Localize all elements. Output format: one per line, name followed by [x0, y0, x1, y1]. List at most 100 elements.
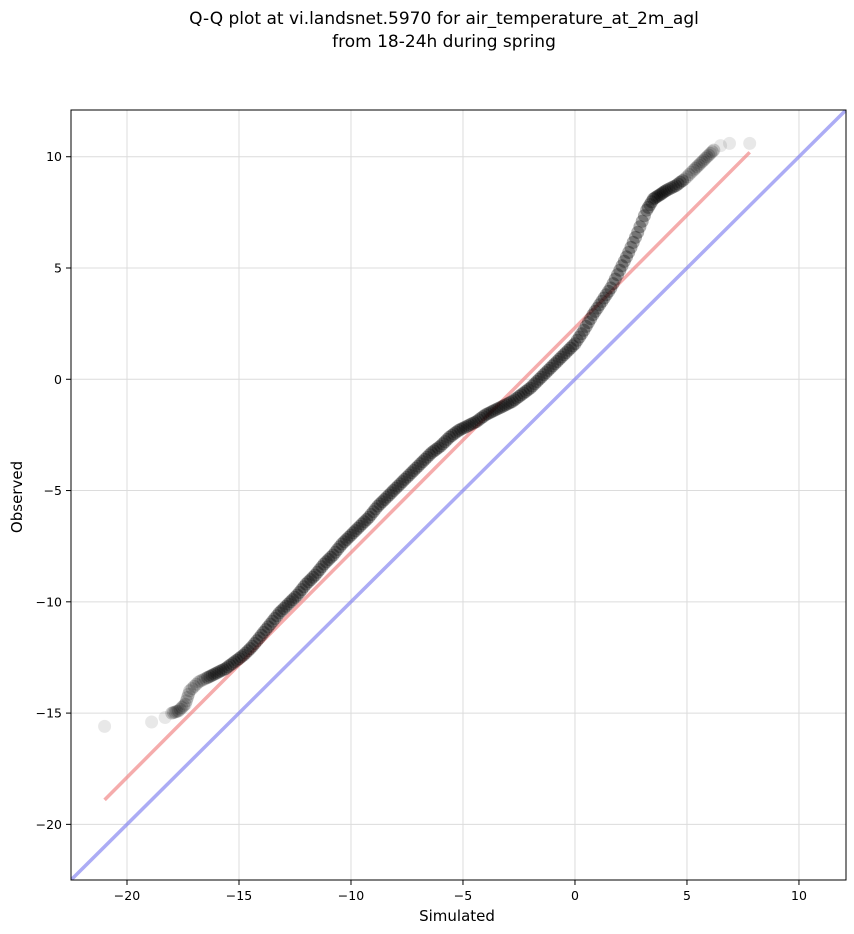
data-point [219, 662, 233, 676]
x-tick-label: −20 [114, 888, 140, 903]
data-point [331, 543, 344, 556]
data-point [248, 637, 262, 650]
data-point [640, 203, 654, 217]
data-point [389, 481, 403, 495]
data-point [519, 385, 533, 398]
identity-line [71, 110, 846, 880]
data-point [299, 577, 313, 591]
data-point [201, 671, 215, 684]
data-point [648, 191, 662, 205]
data-point [593, 298, 607, 312]
data-point [268, 612, 282, 625]
data-point [588, 304, 602, 318]
data-point [177, 699, 191, 713]
data-point [570, 333, 584, 347]
data-point [599, 288, 613, 302]
data-point [637, 209, 651, 223]
data-point [695, 155, 709, 169]
data-point [454, 422, 468, 436]
data-point [503, 396, 517, 410]
data-point [429, 442, 443, 456]
data-point [581, 316, 595, 329]
data-point [688, 161, 702, 175]
axis-ticks: −20 −15 −10 −5 0 5 10 −20 −15 −10 −5 0 5 10 [36, 149, 807, 903]
data-point [590, 301, 604, 315]
data-point [178, 697, 192, 711]
data-point [422, 448, 436, 462]
data-point [548, 357, 562, 371]
data-point [252, 631, 266, 645]
data-point [237, 648, 250, 662]
data-point [595, 294, 609, 308]
data-point [411, 459, 425, 473]
data-point [447, 427, 461, 441]
data-point [555, 350, 568, 364]
data-point [682, 168, 696, 181]
data-point [371, 499, 385, 513]
data-point [165, 706, 179, 720]
data-point [496, 399, 510, 413]
data-point [364, 508, 378, 521]
data-point [559, 346, 573, 360]
data-point [579, 319, 593, 333]
chart-title: Q-Q plot at vi.landsnet.5970 for air_tem… [0, 8, 854, 54]
data-point [512, 390, 526, 403]
data-point [613, 263, 627, 277]
data-point [192, 675, 206, 689]
y-tick-label: −10 [36, 594, 62, 609]
data-point [684, 165, 698, 179]
data-point [420, 450, 434, 464]
data-point [463, 418, 477, 432]
data-point [626, 235, 640, 249]
data-point [409, 461, 423, 475]
data-point [629, 230, 642, 244]
data-point [418, 452, 432, 466]
data-point [317, 557, 331, 571]
data-point [360, 513, 374, 526]
data-point [452, 424, 465, 437]
y-tick-label: 5 [54, 261, 62, 276]
data-point [521, 383, 535, 397]
data-point [680, 170, 694, 184]
data-point [189, 677, 203, 691]
data-point [221, 660, 235, 674]
data-point [656, 185, 670, 199]
data-point [380, 490, 394, 504]
data-point [207, 667, 221, 681]
data-point [564, 341, 577, 355]
data-point [584, 312, 598, 326]
data-point [344, 528, 358, 542]
data-point [501, 397, 515, 411]
data-point [187, 679, 201, 693]
data-point [387, 484, 400, 497]
data-point [416, 455, 430, 469]
data-point [577, 323, 591, 337]
data-point [704, 146, 717, 160]
data-point [378, 493, 392, 506]
data-point [342, 530, 356, 544]
reference-lines [71, 110, 846, 880]
data-point [335, 537, 349, 551]
data-point [319, 555, 333, 569]
data-point [407, 464, 421, 477]
data-point [461, 419, 474, 433]
data-point [514, 388, 528, 402]
data-point [183, 684, 197, 698]
data-point [487, 403, 501, 417]
data-point [232, 652, 246, 666]
data-point [483, 406, 497, 420]
data-point [362, 510, 376, 524]
data-point [664, 181, 678, 195]
data-point [669, 179, 683, 193]
data-point [277, 602, 291, 615]
y-tick-label: −20 [36, 817, 62, 832]
data-point [481, 407, 495, 421]
data-point [315, 560, 329, 574]
data-point [324, 550, 338, 564]
data-point [608, 272, 622, 286]
x-tick-label: 0 [571, 888, 579, 903]
data-point [667, 180, 680, 194]
data-point [678, 172, 692, 186]
data-point [700, 150, 714, 164]
data-point [550, 355, 564, 368]
